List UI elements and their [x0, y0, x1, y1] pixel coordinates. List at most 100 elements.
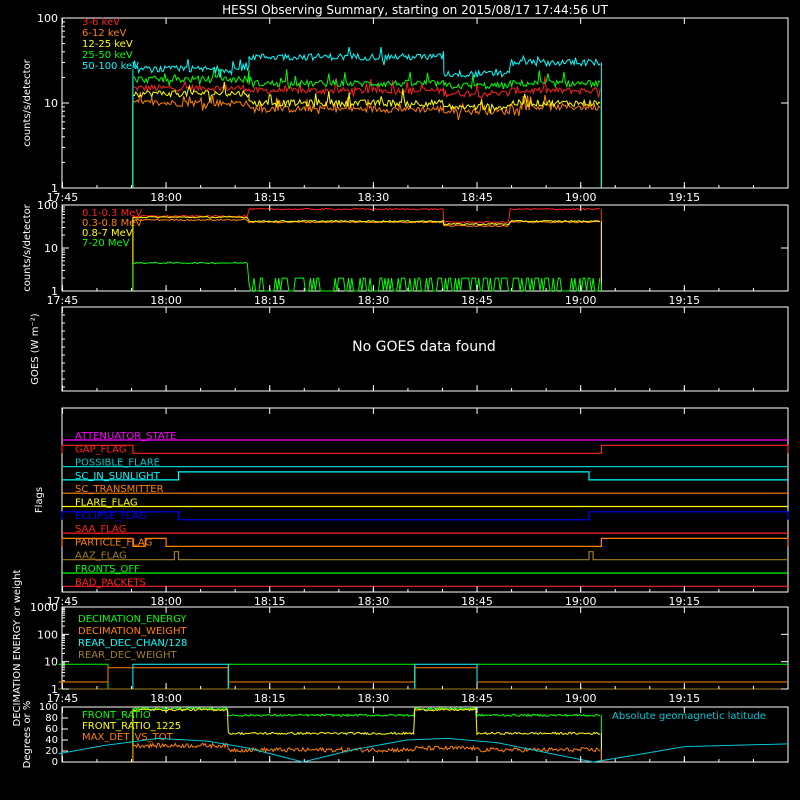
gamma-y-axis-label: counts/s/detector [22, 203, 33, 291]
gamma-panel-frame [61, 204, 789, 292]
dec-xtick-label: 18:15 [254, 692, 286, 705]
decimation-legend-entry: DECIMATION_ENERGY [78, 614, 187, 625]
xray-y-axis-label: counts/s/detector [22, 58, 33, 146]
flag-line-9 [62, 551, 788, 561]
dec-xtick-label: 17:45 [47, 692, 79, 705]
flag-label: FLARE_FLAG [75, 498, 138, 509]
gamma-legend-entry: 0.8-7 MeV [82, 228, 133, 239]
flag-label: POSSIBLE_FLARE [75, 458, 160, 469]
figure-title: HESSI Observing Summary, starting on 201… [222, 3, 608, 17]
gamma-xtick-label: 18:00 [150, 294, 182, 307]
flag-line-1 [61, 444, 789, 454]
gamma-legend-entry: 0.1-0.3 MeV [82, 208, 142, 219]
gamma-legend-entry: 0.3-0.8 MeV [82, 218, 142, 229]
xray-legend-entry: 25-50 keV [82, 50, 133, 61]
flag-label: FRONTS_OFF [75, 564, 140, 575]
flags-xtick-label: 17:45 [47, 595, 79, 608]
dec-xtick-label: 19:00 [565, 692, 597, 705]
decimation-legend-entry: REAR_DEC_WEIGHT [78, 650, 177, 661]
xray|0-ytick-label: 100 [37, 12, 58, 25]
ratios-ytick-label: 0 [52, 757, 58, 768]
xray-legend-entry: 12-25 keV [82, 39, 133, 50]
flag-line-3 [62, 471, 788, 481]
xray|0-ytick-label: 1 [51, 182, 58, 195]
dec-xtick-label: 18:00 [150, 692, 182, 705]
dec|4-ytick-label: 1 [51, 683, 58, 696]
gamma-legend-entry: 7-20 MeV [82, 238, 130, 249]
geomagnetic-latitude-annotation: Absolute geomagnetic latitude [612, 711, 766, 722]
flag-label: SC_IN_SUNLIGHT [75, 471, 161, 482]
ratios-series-line-0 [132, 706, 601, 718]
xray-series-line-0 [132, 76, 601, 100]
ratios-legend-entry: MAX_DET_VS_TOT [82, 732, 174, 743]
xray-xtick-label: 19:15 [668, 191, 700, 204]
goes-no-data-message: No GOES data found [352, 339, 496, 355]
dec-xtick-label: 19:15 [668, 692, 700, 705]
flags-y-axis-label: Flags [34, 487, 45, 513]
gamma|1-ytick-label: 1 [51, 285, 58, 298]
ratios-panel-frame [61, 706, 789, 763]
xray-xtick-label: 18:30 [358, 191, 390, 204]
flags-panel-frame [61, 407, 789, 593]
xray-xtick-label: 19:00 [565, 191, 597, 204]
geomagnetic-latitude-line [58, 737, 789, 763]
xray-legend-entry: 3-6 keV [82, 17, 120, 28]
flag-label: PARTICLE_FLAG [75, 537, 152, 548]
xray-legend-entry: 50-100 keV [82, 61, 139, 72]
xray-xtick-label: 18:45 [461, 191, 493, 204]
goes-panel-frame [61, 306, 789, 392]
flag-label: SAA_FLAG [75, 524, 126, 535]
flags-xtick-label: 19:15 [668, 595, 700, 608]
xray-xtick-label: 18:15 [254, 191, 286, 204]
flags-xtick-label: 18:45 [461, 595, 493, 608]
gamma-series-line-1 [132, 218, 600, 228]
ratios-series-line-2 [132, 741, 601, 754]
decimation-legend-entry: DECIMATION_WEIGHT [78, 626, 187, 637]
ratios-ytick-label: 80 [45, 713, 58, 724]
decimation-series-line-1 [58, 667, 788, 683]
xray-legend-entry: 6-12 keV [82, 28, 126, 39]
xray|0-ytick-label: 10 [44, 97, 58, 110]
flag-line-8 [61, 537, 789, 547]
ratios-legend-entry: FRONT_RATIO_1225 [82, 721, 181, 732]
ratios-ytick-label: 60 [45, 724, 58, 735]
gamma-series-line-3 [132, 261, 601, 292]
flag-label: GAP_FLAG [75, 444, 127, 455]
gamma|1-ytick-label: 10 [44, 242, 58, 255]
xray-series-line-3 [132, 67, 601, 90]
xray-series-line-2 [132, 81, 601, 114]
flags-xtick-label: 18:30 [358, 595, 390, 608]
gamma-xtick-label: 17:45 [47, 294, 79, 307]
gamma-xtick-label: 19:00 [565, 294, 597, 307]
decimation-legend-entry: REAR_DEC_CHAN/128 [78, 638, 187, 649]
gamma-series-line-2 [132, 215, 601, 226]
xray-xtick-label: 18:00 [150, 191, 182, 204]
ratios-ytick-label: 100 [39, 702, 58, 713]
flag-label: AAZ_FLAG [75, 551, 127, 562]
flag-label: SC_TRANSMITTER [75, 484, 164, 495]
ratios-ytick-label: 20 [45, 746, 58, 757]
xray-series-line-1 [132, 91, 601, 121]
gamma|1-ytick-label: 100 [37, 199, 58, 212]
gamma-series-line-0 [132, 207, 600, 224]
flag-label: BAD_PACKETS [75, 577, 146, 588]
gamma-xtick-label: 18:15 [254, 294, 286, 307]
flags-xtick-label: 18:15 [254, 595, 286, 608]
flag-label: ATTENUATOR_STATE [75, 431, 176, 442]
goes-y-axis-label: GOES (W m⁻²) [30, 313, 41, 384]
xray-xtick-label: 17:45 [47, 191, 79, 204]
ratios-ytick-label: 40 [45, 735, 58, 746]
gamma-xtick-label: 18:30 [358, 294, 390, 307]
dec-xtick-label: 18:45 [461, 692, 493, 705]
flags-xtick-label: 19:00 [565, 595, 597, 608]
dec-xtick-label: 18:30 [358, 692, 390, 705]
dec|4-ytick-label: 10 [44, 656, 58, 669]
flags-xtick-label: 18:00 [150, 595, 182, 608]
xray-series-line-4 [132, 46, 601, 79]
ratios-legend-entry: FRONT_RATIO [82, 710, 151, 721]
gamma-xtick-label: 19:15 [668, 294, 700, 307]
flag-line-6 [61, 511, 789, 521]
ratios-series-line-1 [132, 707, 601, 736]
